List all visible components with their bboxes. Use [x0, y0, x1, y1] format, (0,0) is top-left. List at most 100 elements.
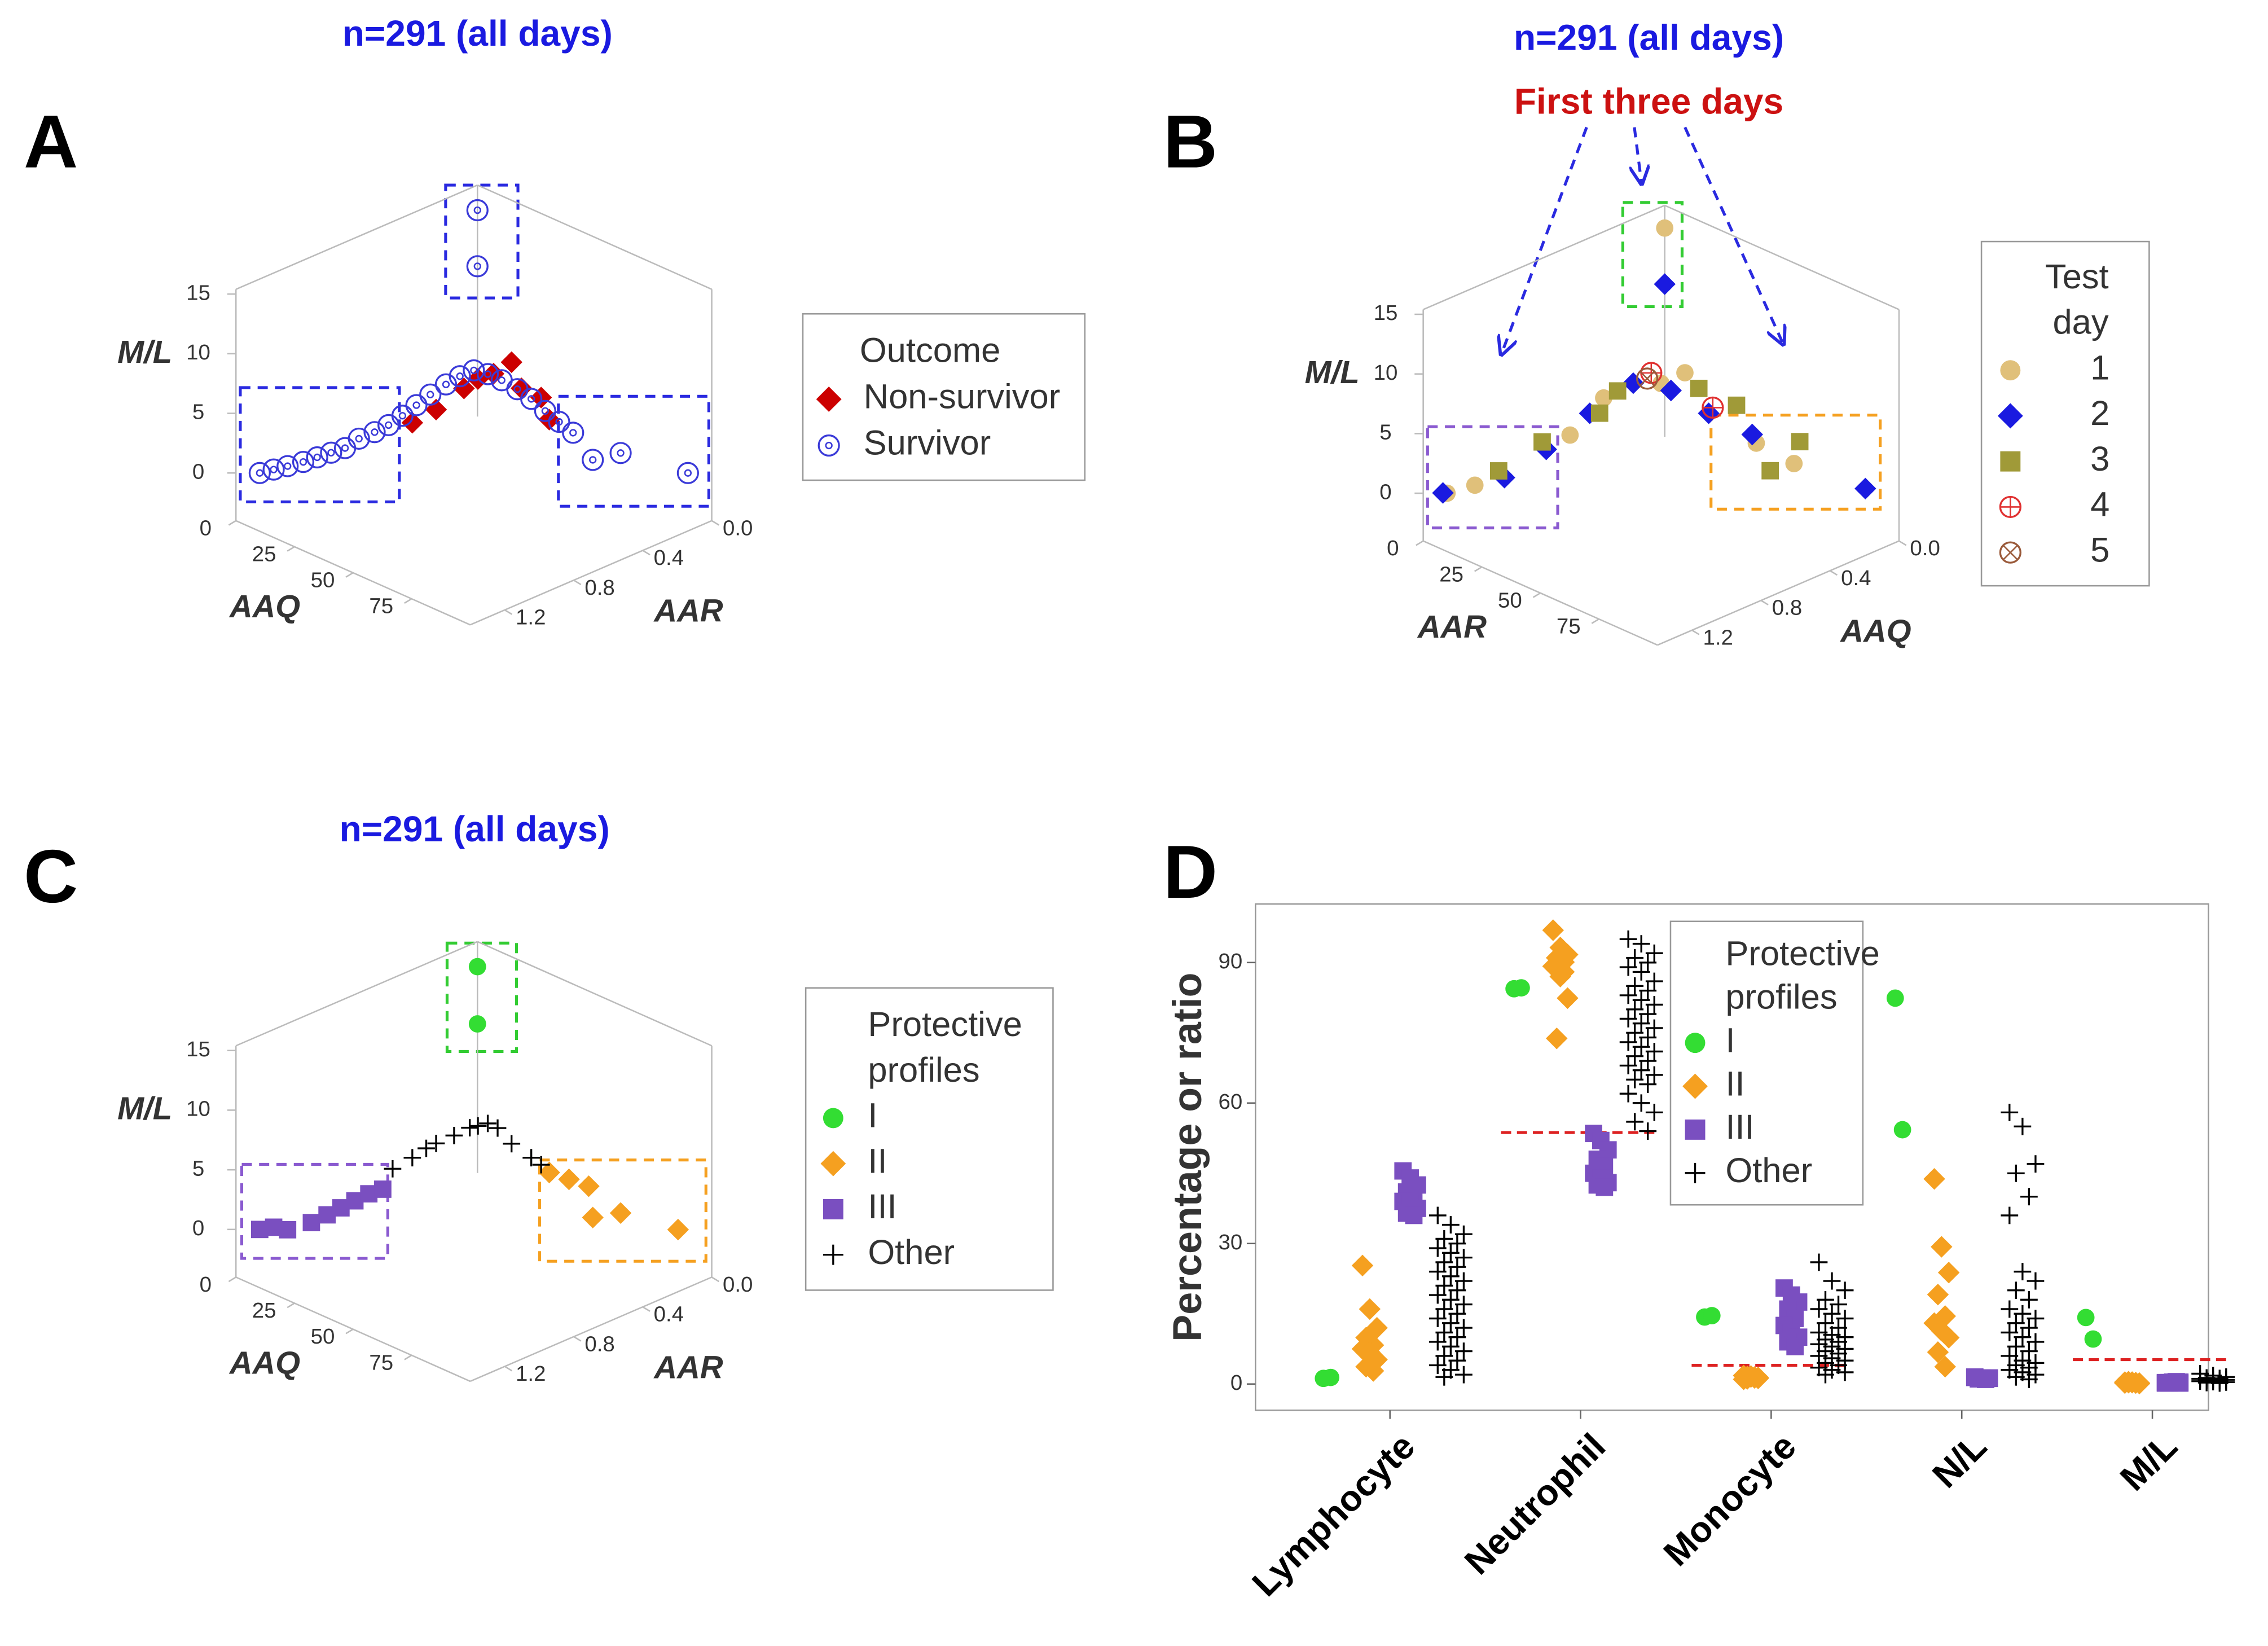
point	[1728, 396, 1746, 414]
point-dot	[498, 376, 506, 384]
y-tick	[1898, 540, 1907, 546]
point	[1626, 977, 1644, 995]
point-ring	[1636, 367, 1659, 390]
point	[1886, 989, 1904, 1007]
chart-title: n=291 (all days)	[1514, 17, 1784, 58]
legend-label: II	[1725, 1064, 1744, 1103]
point	[469, 1117, 487, 1135]
point	[609, 442, 632, 464]
point-dot	[470, 366, 478, 375]
point	[2007, 1281, 2025, 1300]
x-tick-label: 50	[311, 1324, 335, 1349]
highlight-box	[538, 1158, 707, 1263]
point	[1854, 477, 1876, 500]
point	[306, 446, 328, 469]
y-tick	[504, 609, 513, 615]
point	[1441, 1291, 1460, 1309]
point	[1632, 991, 1650, 1009]
x-tick-label: 25	[252, 1298, 276, 1323]
z-tick-label: 10	[1374, 361, 1398, 385]
point	[2001, 1103, 2019, 1121]
point	[1590, 404, 1608, 422]
x-tick-label: 50	[311, 568, 335, 592]
y-tick	[504, 1366, 513, 1372]
point	[279, 1221, 297, 1239]
point	[1645, 944, 1663, 962]
point-dot	[555, 418, 563, 426]
point	[1741, 423, 1763, 446]
point	[1608, 382, 1627, 400]
point	[1448, 1235, 1466, 1253]
y-tick-label: 1.2	[516, 1362, 546, 1386]
point	[1690, 379, 1708, 397]
x-axis-label: AAR	[1417, 609, 1487, 644]
point	[538, 1161, 560, 1184]
point	[1429, 1310, 1447, 1327]
point	[1934, 1355, 1956, 1378]
point	[1927, 1341, 1949, 1363]
point	[1455, 1319, 1473, 1337]
point	[2027, 1272, 2045, 1290]
point	[1626, 1024, 1644, 1042]
point	[1362, 1360, 1384, 1382]
point	[1626, 949, 1644, 967]
point	[1619, 1009, 1637, 1028]
point-dot	[513, 385, 521, 393]
point	[1937, 1327, 1960, 1349]
panel-label: A	[24, 100, 78, 184]
point	[2210, 1374, 2229, 1392]
legend-title: Protective	[868, 1005, 1022, 1044]
point	[2007, 1337, 2025, 1355]
z-tick-label: 15	[186, 280, 210, 305]
point-ring	[582, 449, 604, 471]
point	[489, 1119, 507, 1137]
legend-label: 1	[2090, 348, 2109, 387]
point	[1893, 1121, 1911, 1139]
point-dot	[427, 390, 434, 398]
point	[1632, 963, 1650, 981]
point-dot	[371, 428, 379, 436]
point	[1455, 1225, 1473, 1243]
point-ring	[363, 421, 386, 444]
legend-marker	[823, 1199, 843, 1219]
legend-marker	[2000, 360, 2021, 381]
point	[1429, 1333, 1447, 1351]
chart-title: n=291 (all days)	[340, 809, 610, 849]
point-stroke	[2002, 545, 2018, 560]
point	[2014, 1263, 2032, 1280]
legend-label: Non-survivor	[864, 378, 1061, 416]
point	[1660, 379, 1682, 402]
point-dot	[341, 444, 349, 452]
point-ring	[348, 427, 370, 450]
point	[1441, 1337, 1460, 1355]
point	[1645, 1103, 1663, 1121]
point-ring	[817, 434, 840, 457]
point	[1441, 1244, 1460, 1262]
z-tick-label: 10	[186, 340, 210, 365]
point	[292, 451, 315, 473]
point	[1626, 1047, 1644, 1065]
y-axis-label: AAR	[653, 593, 723, 629]
legend-title: Outcome	[860, 331, 1001, 370]
point	[1645, 972, 1663, 990]
point	[333, 437, 357, 459]
point	[2020, 1319, 2038, 1337]
point	[1703, 1307, 1721, 1324]
point	[1619, 958, 1637, 976]
highlight-box	[557, 394, 710, 508]
point	[1632, 1015, 1650, 1033]
x-tick-label: 75	[369, 1350, 393, 1375]
legend-label: 2	[2090, 394, 2109, 433]
x-tick-label: Neutrophil	[1457, 1426, 1613, 1582]
y-tick-label: 30	[1218, 1230, 1242, 1254]
point	[1466, 476, 1484, 494]
panel-label: B	[1163, 100, 1217, 184]
point-dot	[617, 449, 625, 457]
legend-marker	[1997, 403, 2023, 429]
box-edge	[235, 941, 478, 1047]
point-dot	[270, 466, 278, 473]
legend-box	[802, 313, 1086, 481]
x-tick	[345, 572, 354, 578]
y-tick-label: 60	[1218, 1090, 1242, 1114]
point	[248, 462, 271, 484]
